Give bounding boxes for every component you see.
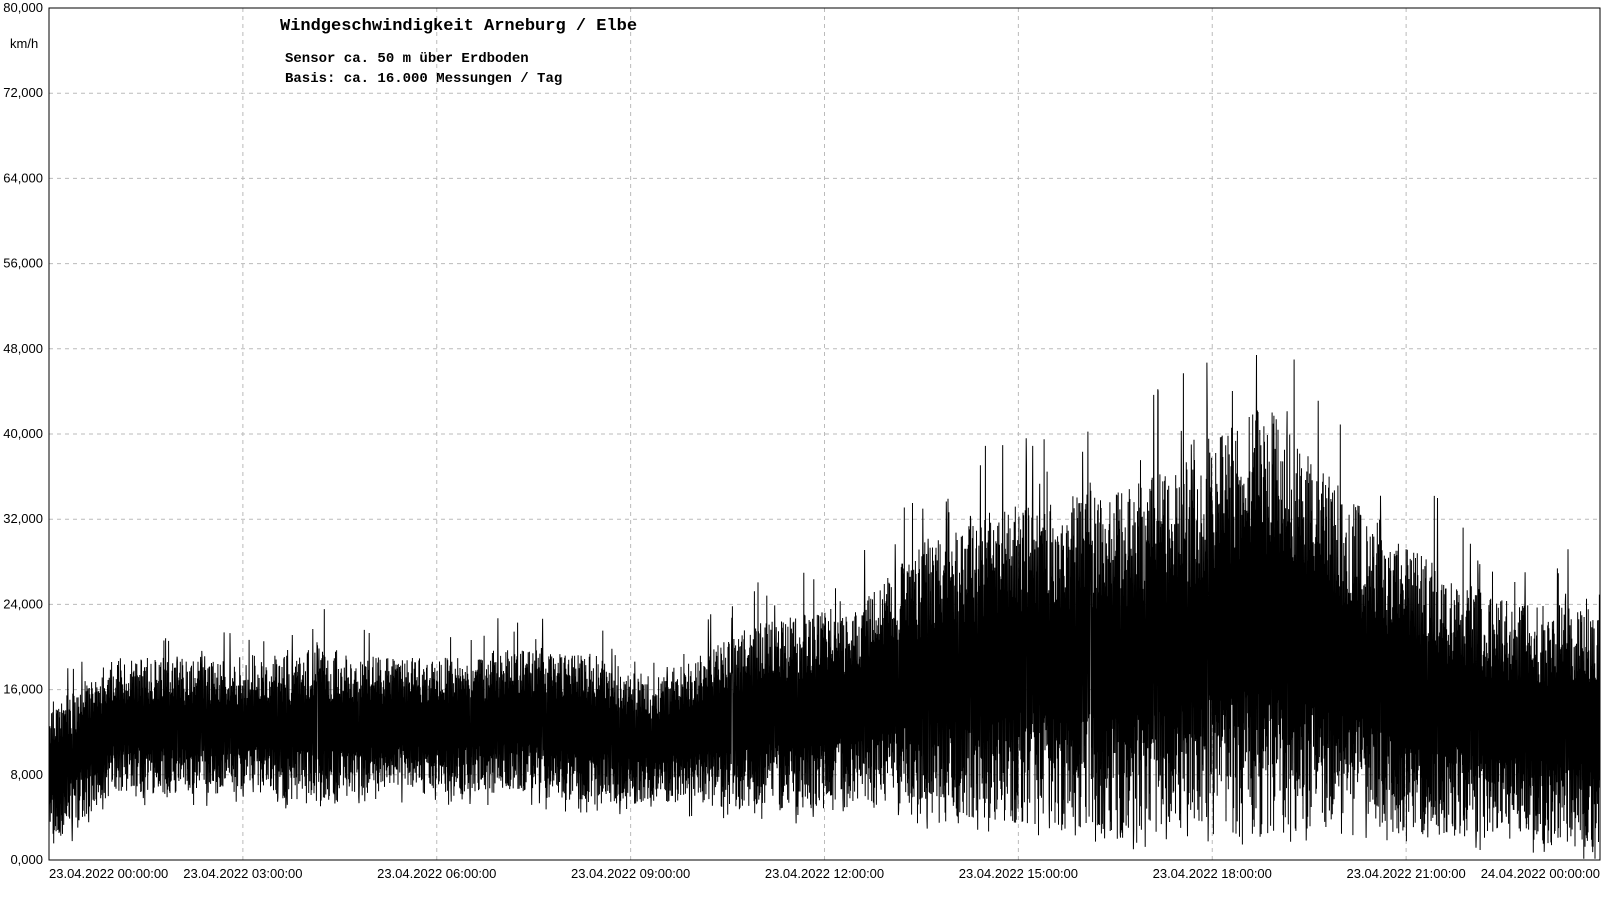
y-tick-label: 24,000 (3, 596, 43, 611)
chart-title: Windgeschwindigkeit Arneburg / Elbe (280, 17, 637, 36)
y-tick-label: 80,000 (3, 0, 43, 15)
chart-subtitle-2: Basis: ca. 16.000 Messungen / Tag (285, 71, 562, 87)
x-tick-label: 23.04.2022 12:00:00 (765, 866, 884, 881)
x-tick-label: 23.04.2022 15:00:00 (959, 866, 1078, 881)
wind-speed-chart: 0,000 8,000 16,000 24,000 32,000 40,000 48,000… (0, 0, 1613, 897)
y-tick-label: 16,000 (3, 682, 43, 697)
y-tick-label: 32,000 (3, 511, 43, 526)
y-tick-label: 56,000 (3, 256, 43, 271)
chart-svg: 0,000 8,000 16,000 24,000 32,000 40,000 48,000… (0, 0, 1613, 897)
y-tick-label: 40,000 (3, 426, 43, 441)
x-tick-label: 24.04.2022 00:00:00 (1481, 866, 1600, 881)
x-tick-label: 23.04.2022 00:00:00 (49, 866, 168, 881)
x-tick-label: 23.04.2022 18:00:00 (1153, 866, 1272, 881)
y-unit-label: km/h (10, 36, 38, 51)
y-tick-label: 48,000 (3, 341, 43, 356)
y-tick-label: 8,000 (10, 767, 43, 782)
y-tick-label: 72,000 (3, 85, 43, 100)
wind-series (49, 355, 1600, 859)
x-tick-label: 23.04.2022 09:00:00 (571, 866, 690, 881)
x-tick-label: 23.04.2022 06:00:00 (377, 866, 496, 881)
chart-subtitle-1: Sensor ca. 50 m über Erdboden (285, 51, 529, 67)
x-tick-label: 23.04.2022 21:00:00 (1346, 866, 1465, 881)
y-tick-label: 0,000 (10, 852, 43, 867)
x-tick-label: 23.04.2022 03:00:00 (183, 866, 302, 881)
y-tick-label: 64,000 (3, 170, 43, 185)
